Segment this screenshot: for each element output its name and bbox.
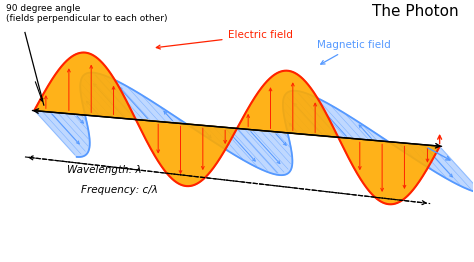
Polygon shape [35, 73, 135, 157]
Polygon shape [136, 119, 237, 186]
Text: Electric field: Electric field [156, 30, 292, 49]
Text: Wavelength: λ: Wavelength: λ [67, 165, 142, 175]
Polygon shape [237, 71, 338, 138]
Polygon shape [237, 91, 338, 175]
Text: Frequency: c/λ: Frequency: c/λ [82, 185, 158, 195]
Text: The Photon: The Photon [372, 4, 458, 19]
Text: Magnetic field: Magnetic field [317, 40, 391, 64]
Text: 90 degree angle
(fields perpendicular to each other): 90 degree angle (fields perpendicular to… [6, 4, 168, 23]
Polygon shape [339, 138, 439, 204]
Polygon shape [296, 91, 474, 193]
Polygon shape [35, 52, 135, 119]
Polygon shape [93, 73, 279, 175]
